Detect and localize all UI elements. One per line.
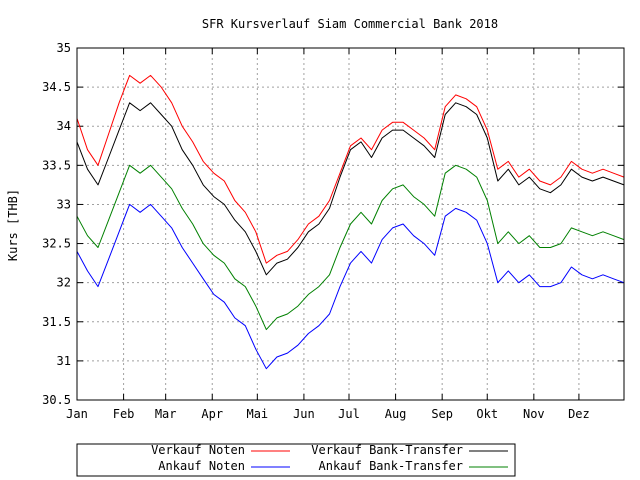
y-tick-label: 33.5 bbox=[42, 158, 71, 172]
y-ticks: 30.5 31 31.5 32 32.5 33 33.5 34 34.5 35 bbox=[42, 41, 624, 407]
x-tick-label: Jun bbox=[293, 407, 315, 421]
plot-frame bbox=[76, 47, 625, 401]
x-tick-label: Mar bbox=[155, 407, 177, 421]
x-tick-label: Jan bbox=[66, 407, 88, 421]
legend-label-ankauf-bank-transfer: Ankauf Bank-Transfer bbox=[319, 459, 464, 473]
x-tick-label: Feb bbox=[113, 407, 135, 421]
x-tick-label: Mai bbox=[246, 407, 268, 421]
legend-label-verkauf-bank-transfer: Verkauf Bank-Transfer bbox=[311, 443, 463, 457]
y-tick-label: 30.5 bbox=[42, 393, 71, 407]
legend-box bbox=[76, 443, 516, 477]
y-tick-label: 32.5 bbox=[42, 237, 71, 251]
series-line-ankauf-bank-transfer bbox=[76, 164, 625, 331]
y-tick-label: 33 bbox=[57, 197, 71, 211]
y-tick-label: 34 bbox=[57, 119, 71, 133]
x-tick-label: Nov bbox=[523, 407, 545, 421]
y-tick-label: 35 bbox=[57, 41, 71, 55]
y-tick-label: 31 bbox=[57, 354, 71, 368]
x-tick-label: Dez bbox=[568, 407, 590, 421]
series-lines bbox=[76, 74, 625, 370]
legend: Verkauf Noten Verkauf Bank-Transfer Anka… bbox=[76, 443, 516, 477]
series-line-verkauf-noten bbox=[76, 74, 625, 264]
x-tick-label: Okt bbox=[476, 407, 498, 421]
y-axis-label: Kurs [THB] bbox=[6, 189, 20, 261]
series-line-ankauf-noten bbox=[76, 203, 625, 370]
legend-label-ankauf-noten: Ankauf Noten bbox=[158, 459, 245, 473]
legend-label-verkauf-noten: Verkauf Noten bbox=[151, 443, 245, 457]
chart-title: SFR Kursverlauf Siam Commercial Bank 201… bbox=[202, 17, 498, 31]
x-ticks: Jan Feb Mar Apr Mai Jun Jul Aug Sep Okt Nov Dez bbox=[66, 48, 590, 421]
x-tick-label: Apr bbox=[201, 407, 223, 421]
x-tick-label: Jul bbox=[338, 407, 360, 421]
series-line-verkauf-bank-transfer bbox=[76, 102, 625, 276]
y-tick-label: 32 bbox=[57, 276, 71, 290]
y-tick-label: 34.5 bbox=[42, 80, 71, 94]
grid bbox=[77, 48, 624, 400]
x-tick-label: Sep bbox=[431, 407, 453, 421]
y-tick-label: 31.5 bbox=[42, 315, 71, 329]
x-tick-label: Aug bbox=[385, 407, 407, 421]
